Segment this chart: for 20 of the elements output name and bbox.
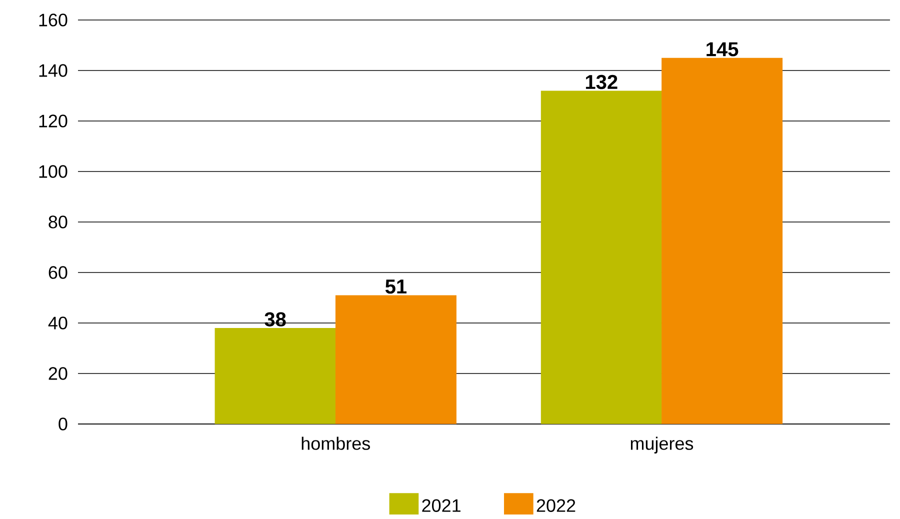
bar [214, 328, 336, 424]
y-tick-label: 60 [48, 266, 68, 279]
bar [540, 90, 662, 424]
y-tick-label: 140 [39, 64, 68, 77]
bar [662, 58, 783, 424]
x-tick-label: mujeres [630, 436, 694, 454]
y-tick-label: 80 [48, 216, 68, 228]
legend-label: 2022 [536, 499, 576, 512]
y-tick-label: 100 [39, 165, 68, 178]
y-tick-label: 40 [48, 316, 68, 330]
y-tick-label: 20 [48, 367, 68, 380]
x-tick-label: hombres [302, 436, 370, 450]
legend-label: 2021 [422, 499, 460, 512]
y-tick-label: 160 [39, 14, 68, 26]
y-tick-label: 0 [58, 418, 68, 430]
data-label: 145 [706, 42, 738, 56]
bar [335, 295, 456, 424]
data-label: 51 [385, 280, 407, 294]
data-label: 132 [586, 74, 618, 90]
y-tick-label: 120 [39, 114, 68, 128]
